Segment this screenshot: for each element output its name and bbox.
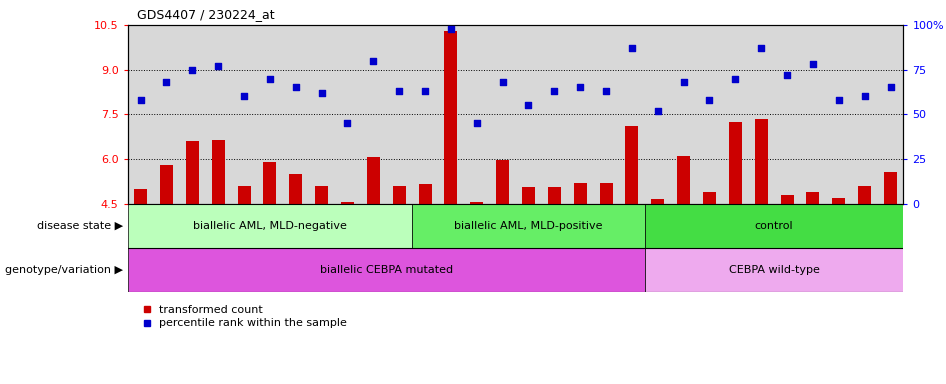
Bar: [780, 195, 794, 204]
Bar: [645, 248, 903, 292]
Point: [650, 108, 665, 114]
Text: biallelic AML, MLD-negative: biallelic AML, MLD-negative: [193, 220, 347, 231]
Point: [780, 72, 795, 78]
Bar: [128, 248, 645, 292]
Bar: [548, 187, 561, 204]
Text: disease state ▶: disease state ▶: [37, 220, 123, 231]
Point: [159, 79, 174, 85]
Bar: [367, 157, 379, 204]
Point: [417, 88, 432, 94]
Bar: [884, 172, 897, 204]
Bar: [128, 204, 412, 248]
Point: [702, 97, 717, 103]
Point: [133, 97, 149, 103]
Point: [444, 25, 459, 31]
Text: control: control: [755, 220, 794, 231]
Point: [211, 63, 226, 69]
Point: [883, 84, 898, 91]
Point: [572, 84, 587, 91]
Bar: [315, 186, 328, 204]
Bar: [651, 199, 664, 204]
Point: [236, 93, 252, 99]
Point: [727, 76, 743, 82]
Point: [184, 66, 200, 73]
Point: [495, 79, 510, 85]
Bar: [522, 187, 534, 204]
Bar: [728, 122, 742, 204]
Point: [805, 61, 820, 67]
Bar: [703, 192, 716, 204]
Legend: transformed count, percentile rank within the sample: transformed count, percentile rank withi…: [143, 305, 347, 328]
Bar: [832, 198, 845, 204]
Bar: [289, 174, 302, 204]
Bar: [677, 156, 690, 204]
Bar: [858, 186, 871, 204]
Bar: [418, 184, 431, 204]
Point: [754, 45, 769, 51]
Point: [857, 93, 872, 99]
Text: CEBPA wild-type: CEBPA wild-type: [728, 265, 819, 275]
Bar: [412, 204, 645, 248]
Point: [469, 120, 484, 126]
Point: [392, 88, 407, 94]
Point: [832, 97, 847, 103]
Bar: [237, 186, 251, 204]
Point: [366, 58, 381, 64]
Bar: [445, 31, 457, 204]
Point: [340, 120, 355, 126]
Point: [314, 90, 329, 96]
Bar: [185, 141, 199, 204]
Bar: [263, 162, 276, 204]
Bar: [573, 183, 587, 204]
Bar: [470, 202, 483, 204]
Point: [624, 45, 639, 51]
Bar: [134, 189, 147, 204]
Point: [547, 88, 562, 94]
Bar: [600, 183, 612, 204]
Point: [676, 79, 692, 85]
Bar: [755, 119, 767, 204]
Bar: [625, 126, 639, 204]
Point: [262, 76, 277, 82]
Bar: [496, 161, 509, 204]
Text: biallelic AML, MLD-positive: biallelic AML, MLD-positive: [454, 220, 603, 231]
Point: [521, 102, 536, 108]
Text: GDS4407 / 230224_at: GDS4407 / 230224_at: [137, 8, 274, 21]
Bar: [212, 139, 224, 204]
Text: biallelic CEBPA mutated: biallelic CEBPA mutated: [320, 265, 453, 275]
Bar: [160, 165, 173, 204]
Bar: [645, 204, 903, 248]
Point: [599, 88, 614, 94]
Point: [289, 84, 304, 91]
Bar: [806, 192, 819, 204]
Bar: [393, 186, 406, 204]
Text: genotype/variation ▶: genotype/variation ▶: [5, 265, 123, 275]
Bar: [341, 202, 354, 204]
